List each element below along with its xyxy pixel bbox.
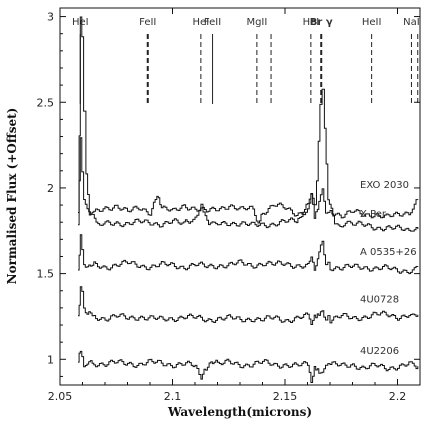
series-label: 4U0728 [360,295,399,306]
x-tick-label: 2.05 [48,390,73,403]
y-tick-label: 2 [47,182,54,195]
line-marker-label: HeI [193,17,210,28]
line-marker-label: HeII [362,17,382,28]
plot-frame [59,7,421,386]
y-tick-label: 1.5 [37,268,55,281]
y-axis-title: Normalised Flux (+Offset) [5,108,19,285]
series-label: X Per [360,209,387,220]
line-marker-label: HeI [303,17,320,28]
line-marker-label: FeII [204,17,221,28]
line-marker-label: NaI [403,17,420,28]
spectrum-line [78,286,419,325]
series-label: 4U2206 [360,346,399,357]
x-tick-label: 2.2 [389,390,407,403]
spectrum-line [78,234,419,275]
x-axis-title: Wavelength(microns) [167,405,312,419]
series-label: A 0535+26 [360,247,417,258]
series-label: EXO 2030 [360,180,409,191]
spectrum-line [78,350,419,383]
x-tick-label: 2.1 [164,390,182,403]
line-marker-label: MgII [246,17,267,28]
x-tick-label: 2.15 [273,390,298,403]
y-tick-label: 2.5 [37,96,55,109]
line-marker-label: Br γ [310,17,333,28]
axes-layer: 2.05 2.1 2.15 2.2 1 1.5 2 2.5 3 [37,8,421,403]
y-tick-label: 1 [47,353,54,366]
spectrum-line [78,137,419,224]
spectrum-line [78,16,419,232]
line-marker-label: FeII [139,17,156,28]
y-tick-label: 3 [47,11,54,24]
series-layer: X Per EXO 2030 A 0535+26 4U0728 4U2206 [78,16,419,383]
